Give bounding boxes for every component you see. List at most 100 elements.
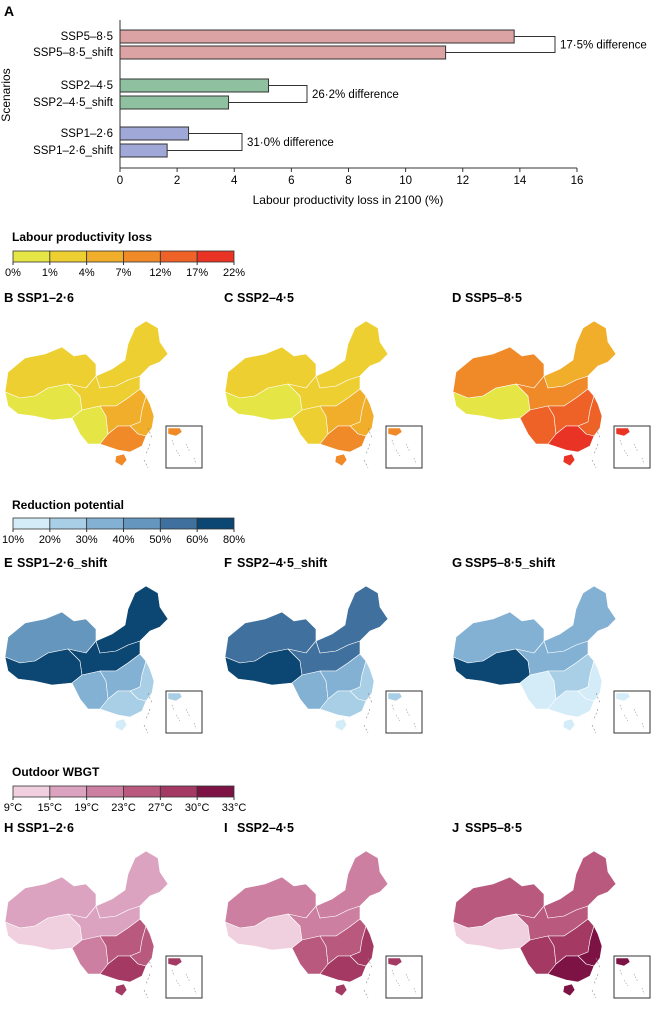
bar-6 xyxy=(119,143,168,158)
y-axis-label: Scenarios xyxy=(0,68,13,121)
map-panel-h: H SSP1–2·6 xyxy=(4,820,203,999)
legend-swatch xyxy=(196,250,235,263)
map-panel-label: F xyxy=(224,555,232,570)
legend-tick-label: 40% xyxy=(112,534,134,546)
legend-swatch xyxy=(12,250,51,263)
inset-land xyxy=(167,692,183,702)
inset-dashes xyxy=(619,439,645,465)
legend-swatch xyxy=(49,785,88,798)
bar-1 xyxy=(119,29,515,44)
inset-land xyxy=(387,957,403,967)
inset-dashes xyxy=(391,704,417,730)
boundary-dash xyxy=(363,427,373,469)
legend-tick-label: 20% xyxy=(39,534,61,546)
map-region-south xyxy=(319,425,367,453)
map-panel-c: C SSP2–4·5 xyxy=(224,290,423,469)
map-region-ne xyxy=(315,320,389,389)
map-panel-title: SSP5–8·5 xyxy=(465,291,522,305)
difference-bracket xyxy=(167,133,243,151)
map-region-ne xyxy=(95,850,169,919)
map-region-hainan xyxy=(334,453,348,467)
inset-dashes xyxy=(171,439,197,465)
map-panel-e: E SSP1–2·6_shift xyxy=(4,555,203,734)
legend-swatch xyxy=(159,785,198,798)
category-label: SSP2–4·5 xyxy=(61,80,113,92)
boundary-dash xyxy=(591,957,601,999)
legend-tick-label: 4% xyxy=(79,267,95,279)
map-region-hainan xyxy=(562,983,576,997)
map-region-south xyxy=(547,955,595,983)
inset-land xyxy=(387,692,403,702)
legend-swatch xyxy=(86,785,124,798)
china-map xyxy=(4,850,203,999)
map-region-south xyxy=(99,690,147,718)
map-region-hainan xyxy=(334,718,348,732)
inset-land xyxy=(615,692,631,702)
category-label: SSP1–2·6_shift xyxy=(33,145,114,157)
map-panel-label: C xyxy=(224,290,234,305)
map-panel-title: SSP1–2·6 xyxy=(17,821,74,835)
legend-swatch xyxy=(196,517,235,530)
category-label: SSP1–2·6 xyxy=(61,128,113,140)
legend-tick-label: 0% xyxy=(5,267,21,279)
boundary-dash xyxy=(591,692,601,734)
map-region-hainan xyxy=(562,718,576,732)
china-map xyxy=(452,850,651,999)
legend-swatch xyxy=(86,517,124,530)
x-tick-label: 2 xyxy=(174,175,180,187)
x-tick-label: 8 xyxy=(345,175,351,187)
legend-swatch xyxy=(159,517,198,530)
difference-label: 26·2% difference xyxy=(312,89,399,101)
china-map xyxy=(224,320,423,469)
legend-swatch xyxy=(49,517,88,530)
boundary-dash xyxy=(363,692,373,734)
boundary-dash xyxy=(363,957,373,999)
x-tick-label: 16 xyxy=(571,175,584,187)
south-china-sea-inset xyxy=(613,955,651,999)
map-panels: B SSP1–2·6 C SSP2–4·5 D SSP5–8·5E SSP1–2·6_shi… xyxy=(4,290,651,999)
south-china-sea-inset xyxy=(165,955,203,999)
china-map xyxy=(224,585,423,734)
legend-reduction-potential: Reduction potential 10% 20% 30% 40% 50% 60% 80… xyxy=(2,498,245,546)
difference-label: 31·0% difference xyxy=(247,137,334,149)
legend-tick-label: 22% xyxy=(223,267,245,279)
legend-swatch xyxy=(123,517,161,530)
legend-swatch xyxy=(49,250,88,263)
boundary-dash xyxy=(143,957,153,999)
map-panel-label: G xyxy=(452,555,462,570)
map-panel-label: J xyxy=(452,820,459,835)
x-tick-label: 14 xyxy=(513,175,526,187)
legend-tick-label: 50% xyxy=(149,534,171,546)
x-tick-label: 4 xyxy=(231,175,238,187)
legend-tick-label: 23°C xyxy=(111,802,136,814)
map-panel-title: SSP5–8·5 xyxy=(465,821,522,835)
map-region-south xyxy=(547,425,595,453)
inset-land xyxy=(167,427,183,437)
map-region-hainan xyxy=(114,983,128,997)
x-tick-label: 10 xyxy=(399,175,412,187)
legend-tick-label: 7% xyxy=(116,267,132,279)
legend-tick-label: 12% xyxy=(149,267,171,279)
inset-land xyxy=(615,957,631,967)
map-region-hainan xyxy=(114,718,128,732)
map-panel-g: G SSP5–8·5_shift xyxy=(452,555,651,734)
inset-dashes xyxy=(391,969,417,995)
legend-loss-title: Labour productivity loss xyxy=(12,230,152,244)
map-panel-title: SSP2–4·5_shift xyxy=(237,556,328,570)
map-panel-label: E xyxy=(4,555,13,570)
bar-chart-panel: A Scenarios SSP5–8·5 SSP5–8·5_shift SSP2–4… xyxy=(0,3,647,207)
inset-frame xyxy=(165,955,203,999)
bar-5 xyxy=(119,126,190,141)
legend-swatch xyxy=(123,785,161,798)
china-map xyxy=(4,320,203,469)
map-region-hainan xyxy=(334,983,348,997)
south-china-sea-inset xyxy=(385,955,423,999)
legend-swatch xyxy=(159,250,198,263)
inset-dashes xyxy=(171,969,197,995)
x-tick-label: 6 xyxy=(288,175,294,187)
boundary-dash xyxy=(591,427,601,469)
legend-tick-label: 17% xyxy=(186,267,208,279)
legend-labour-loss: Labour productivity loss 0% 1% 4% 7% 12% 17% 2… xyxy=(5,230,245,279)
china-map xyxy=(452,320,651,469)
